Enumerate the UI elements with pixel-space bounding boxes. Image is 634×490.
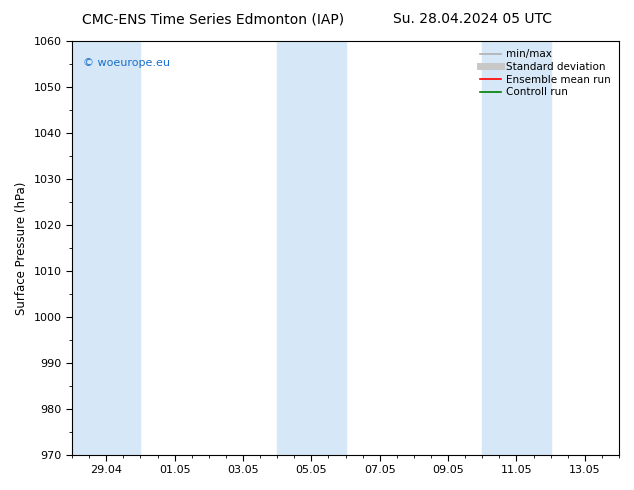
Y-axis label: Surface Pressure (hPa): Surface Pressure (hPa)	[15, 181, 28, 315]
Bar	[277, 41, 346, 455]
Text: CMC-ENS Time Series Edmonton (IAP): CMC-ENS Time Series Edmonton (IAP)	[82, 12, 344, 26]
Text: Su. 28.04.2024 05 UTC: Su. 28.04.2024 05 UTC	[392, 12, 552, 26]
Bar	[72, 41, 141, 455]
Text: © woeurope.eu: © woeurope.eu	[83, 58, 170, 68]
Bar	[482, 41, 551, 455]
Legend: min/max, Standard deviation, Ensemble mean run, Controll run: min/max, Standard deviation, Ensemble me…	[477, 46, 614, 100]
